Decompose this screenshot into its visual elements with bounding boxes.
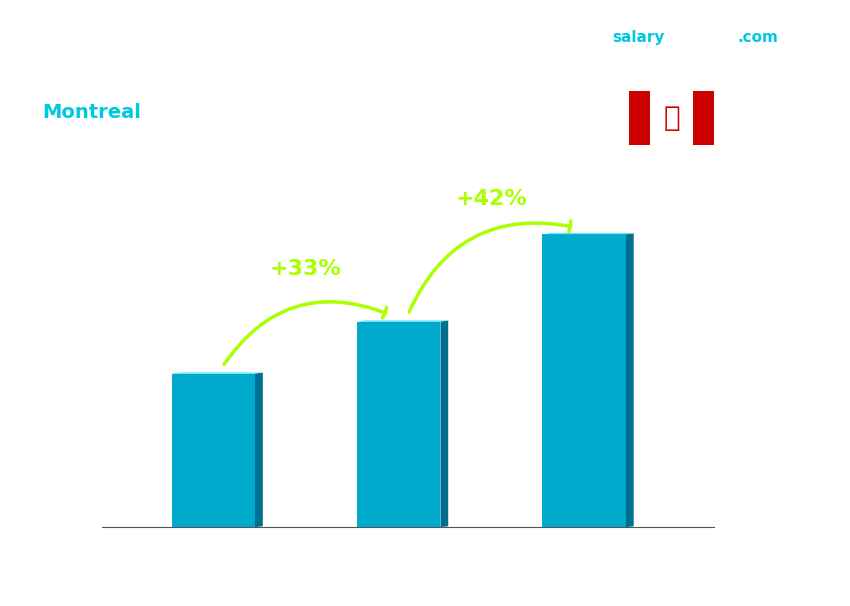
Text: Employment Counselor: Employment Counselor [42, 73, 269, 92]
Text: salary: salary [612, 30, 665, 45]
Text: .com: .com [738, 30, 779, 45]
Polygon shape [357, 322, 440, 527]
Polygon shape [172, 374, 255, 527]
Text: +42%: +42% [456, 189, 527, 209]
Text: +33%: +33% [270, 259, 342, 279]
Text: Montreal: Montreal [42, 103, 141, 122]
Polygon shape [357, 321, 448, 322]
Polygon shape [255, 373, 263, 527]
Polygon shape [693, 91, 714, 145]
Text: 118,000 CAD: 118,000 CAD [104, 345, 204, 360]
Polygon shape [626, 233, 634, 527]
Text: explorer: explorer [676, 30, 748, 45]
Polygon shape [542, 233, 634, 235]
Text: Average Yearly Salary: Average Yearly Salary [819, 242, 830, 364]
Polygon shape [172, 373, 263, 374]
Polygon shape [629, 91, 650, 145]
Polygon shape [440, 321, 448, 527]
Polygon shape [542, 235, 626, 527]
Text: 🍁: 🍁 [663, 104, 680, 132]
Text: 225,000 CAD: 225,000 CAD [586, 203, 686, 218]
Text: Salary Comparison By Education: Salary Comparison By Education [42, 30, 599, 59]
Text: 158,000 CAD: 158,000 CAD [289, 292, 389, 307]
